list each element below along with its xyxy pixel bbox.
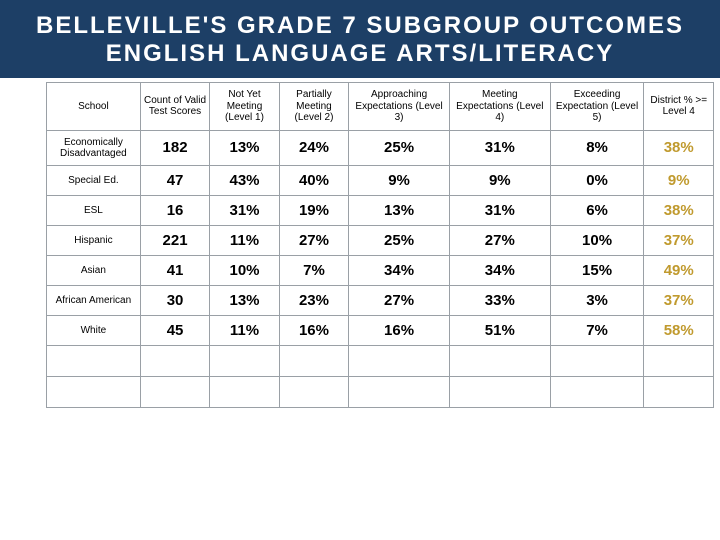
cell: 27% xyxy=(349,285,450,315)
cell: 23% xyxy=(279,285,348,315)
cell: 31% xyxy=(449,130,550,165)
col-header-3: Partially Meeting (Level 2) xyxy=(279,83,348,131)
col-header-1: Count of Valid Test Scores xyxy=(140,83,209,131)
cell-empty xyxy=(644,376,714,407)
row-label: Special Ed. xyxy=(47,165,141,195)
cell: 6% xyxy=(550,195,644,225)
row-label: ESL xyxy=(47,195,141,225)
cell: 38% xyxy=(644,195,714,225)
cell-empty xyxy=(449,376,550,407)
cell: 49% xyxy=(644,255,714,285)
col-header-0: School xyxy=(47,83,141,131)
cell: 11% xyxy=(210,225,279,255)
table-row: ESL1631%19%13%31%6%38% xyxy=(47,195,714,225)
cell-empty xyxy=(349,345,450,376)
table-row: Special Ed.4743%40%9%9%0%9% xyxy=(47,165,714,195)
cell: 58% xyxy=(644,315,714,345)
cell: 7% xyxy=(279,255,348,285)
cell: 31% xyxy=(210,195,279,225)
col-header-2: Not Yet Meeting (Level 1) xyxy=(210,83,279,131)
cell: 33% xyxy=(449,285,550,315)
cell-empty xyxy=(550,376,644,407)
cell: 30 xyxy=(140,285,209,315)
cell: 15% xyxy=(550,255,644,285)
table-row: Hispanic22111%27%25%27%10%37% xyxy=(47,225,714,255)
cell: 10% xyxy=(550,225,644,255)
cell-empty xyxy=(140,376,209,407)
cell: 182 xyxy=(140,130,209,165)
cell: 38% xyxy=(644,130,714,165)
cell: 25% xyxy=(349,225,450,255)
cell: 43% xyxy=(210,165,279,195)
cell: 13% xyxy=(210,285,279,315)
cell: 37% xyxy=(644,285,714,315)
cell: 34% xyxy=(449,255,550,285)
cell: 13% xyxy=(210,130,279,165)
table-row-empty xyxy=(47,345,714,376)
row-label: Economically Disadvantaged xyxy=(47,130,141,165)
cell-empty xyxy=(279,376,348,407)
cell: 27% xyxy=(449,225,550,255)
cell-empty xyxy=(210,376,279,407)
cell: 16% xyxy=(349,315,450,345)
cell: 9% xyxy=(449,165,550,195)
col-header-7: District % >= Level 4 xyxy=(644,83,714,131)
cell-empty xyxy=(550,345,644,376)
cell: 34% xyxy=(349,255,450,285)
header-band: BELLEVILLE'S GRADE 7 SUBGROUP OUTCOMES E… xyxy=(0,0,720,78)
table-row: African American3013%23%27%33%3%37% xyxy=(47,285,714,315)
col-header-4: Approaching Expectations (Level 3) xyxy=(349,83,450,131)
cell-empty xyxy=(449,345,550,376)
cell: 221 xyxy=(140,225,209,255)
cell: 24% xyxy=(279,130,348,165)
cell: 41 xyxy=(140,255,209,285)
outcomes-table: SchoolCount of Valid Test ScoresNot Yet … xyxy=(46,82,714,408)
col-header-6: Exceeding Expectation (Level 5) xyxy=(550,83,644,131)
cell: 0% xyxy=(550,165,644,195)
cell-empty xyxy=(349,376,450,407)
cell-empty xyxy=(140,345,209,376)
cell: 47 xyxy=(140,165,209,195)
cell: 25% xyxy=(349,130,450,165)
cell: 45 xyxy=(140,315,209,345)
cell-empty xyxy=(644,345,714,376)
cell: 3% xyxy=(550,285,644,315)
cell: 8% xyxy=(550,130,644,165)
cell: 27% xyxy=(279,225,348,255)
cell: 11% xyxy=(210,315,279,345)
cell: 37% xyxy=(644,225,714,255)
cell-empty xyxy=(47,345,141,376)
row-label: White xyxy=(47,315,141,345)
table-container: SchoolCount of Valid Test ScoresNot Yet … xyxy=(0,78,720,408)
slide: BELLEVILLE'S GRADE 7 SUBGROUP OUTCOMES E… xyxy=(0,0,720,540)
cell: 19% xyxy=(279,195,348,225)
cell: 16% xyxy=(279,315,348,345)
cell-empty xyxy=(47,376,141,407)
row-label: African American xyxy=(47,285,141,315)
table-header-row: SchoolCount of Valid Test ScoresNot Yet … xyxy=(47,83,714,131)
cell-empty xyxy=(210,345,279,376)
cell: 13% xyxy=(349,195,450,225)
row-label: Asian xyxy=(47,255,141,285)
table-row: White4511%16%16%51%7%58% xyxy=(47,315,714,345)
table-row: Economically Disadvantaged18213%24%25%31… xyxy=(47,130,714,165)
page-title: BELLEVILLE'S GRADE 7 SUBGROUP OUTCOMES E… xyxy=(10,12,710,68)
cell: 7% xyxy=(550,315,644,345)
table-body: Economically Disadvantaged18213%24%25%31… xyxy=(47,130,714,407)
cell-empty xyxy=(279,345,348,376)
table-row-empty xyxy=(47,376,714,407)
cell: 31% xyxy=(449,195,550,225)
col-header-5: Meeting Expectations (Level 4) xyxy=(449,83,550,131)
cell: 16 xyxy=(140,195,209,225)
cell: 9% xyxy=(349,165,450,195)
cell: 10% xyxy=(210,255,279,285)
row-label: Hispanic xyxy=(47,225,141,255)
cell: 9% xyxy=(644,165,714,195)
cell: 40% xyxy=(279,165,348,195)
cell: 51% xyxy=(449,315,550,345)
table-row: Asian4110%7%34%34%15%49% xyxy=(47,255,714,285)
